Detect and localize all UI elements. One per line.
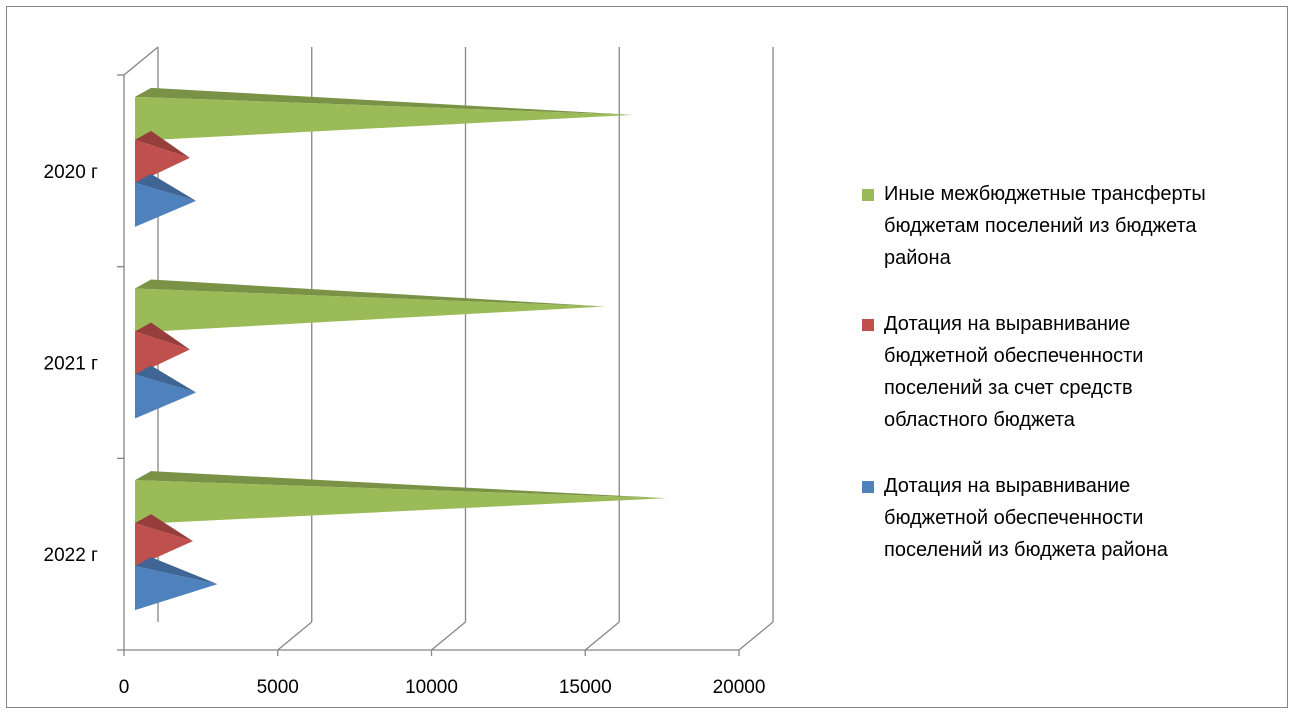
legend-label-line: района bbox=[884, 247, 951, 269]
cone-top-0-1 bbox=[135, 130, 190, 158]
legend-label-line: бюджетной обеспеченности bbox=[884, 345, 1144, 367]
legend-label-line: областного бюджета bbox=[884, 409, 1075, 431]
cone-top-1-0 bbox=[135, 279, 605, 307]
cone-bar-2-2 bbox=[135, 566, 218, 611]
legend-swatch-2 bbox=[862, 481, 874, 493]
category-label-1: 2021 г bbox=[44, 354, 99, 375]
wall-top-depth-line bbox=[123, 46, 159, 76]
cone-top-1-1 bbox=[135, 322, 190, 350]
floor-depth-line-10000 bbox=[431, 621, 466, 651]
x-tick-label-20000: 20000 bbox=[713, 677, 766, 698]
cone-bar-2-0 bbox=[135, 480, 667, 525]
cone-bar-2-1 bbox=[135, 523, 193, 568]
legend-label-line: поселений из бюджета района bbox=[884, 539, 1168, 561]
legend-swatch-1 bbox=[862, 319, 874, 331]
legend: Иные межбюджетные трансферты бюджетам пос… bbox=[862, 178, 1282, 600]
cone-top-0-2 bbox=[135, 173, 197, 201]
legend-label-line: бюджетам поселений из бюджета bbox=[884, 215, 1197, 237]
category-label-2: 2022 г bbox=[44, 545, 99, 566]
cone-bar-1-0 bbox=[135, 288, 605, 333]
floor-depth-line-5000 bbox=[277, 621, 313, 651]
cone-top-2-0 bbox=[135, 471, 667, 499]
cone-bar-0-1 bbox=[135, 139, 190, 184]
legend-label-line: поселений за счет средств bbox=[884, 377, 1133, 399]
cone-bar-1-2 bbox=[135, 374, 197, 419]
legend-label-line: Иные межбюджетные трансферты bbox=[884, 183, 1206, 205]
category-label-0: 2020 г bbox=[44, 162, 99, 183]
legend-item-0: Иные межбюджетные трансферты бюджетам пос… bbox=[862, 178, 1282, 274]
x-tick-label-0: 0 bbox=[119, 677, 130, 698]
legend-label-line: Дотация на выравнивание bbox=[884, 313, 1131, 335]
legend-item-1: Дотация на выравнивание бюджетной обеспеч… bbox=[862, 308, 1282, 436]
legend-label-line: бюджетной обеспеченности bbox=[884, 507, 1144, 529]
legend-label-line: Дотация на выравнивание bbox=[884, 475, 1131, 497]
cone-bar-1-1 bbox=[135, 331, 190, 376]
floor-depth-line-20000 bbox=[738, 621, 774, 651]
x-tick-label-5000: 5000 bbox=[257, 677, 299, 698]
floor-depth-line-15000 bbox=[584, 621, 620, 651]
x-tick-label-15000: 15000 bbox=[559, 677, 612, 698]
cone-top-2-2 bbox=[135, 557, 218, 585]
legend-item-2: Дотация на выравнивание бюджетной обеспеч… bbox=[862, 470, 1282, 566]
cone-top-0-0 bbox=[135, 87, 633, 115]
cone-bar-0-0 bbox=[135, 96, 633, 141]
legend-swatch-0 bbox=[862, 189, 874, 201]
cone-top-2-1 bbox=[135, 514, 193, 542]
cone-top-1-2 bbox=[135, 365, 197, 393]
x-tick-label-10000: 10000 bbox=[405, 677, 458, 698]
cone-bar-0-2 bbox=[135, 182, 197, 227]
